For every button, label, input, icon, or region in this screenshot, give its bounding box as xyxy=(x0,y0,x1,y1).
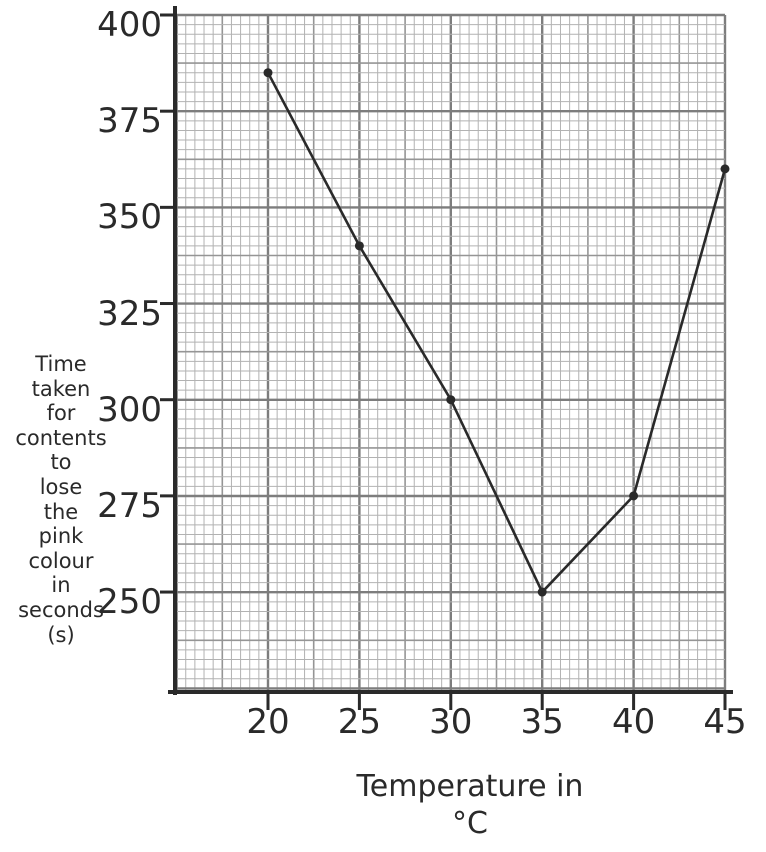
data-point xyxy=(354,241,364,251)
data-line xyxy=(266,72,727,595)
y-tick-label: 250 xyxy=(97,582,162,623)
data-point xyxy=(263,68,273,78)
x-axis-title: Temperature in °C xyxy=(290,768,650,842)
x-tick-label: 40 xyxy=(611,702,656,742)
y-axis-label-word: to xyxy=(50,450,72,475)
x-tick-label: 35 xyxy=(520,702,564,742)
y-axis-label-word: Time xyxy=(35,352,87,376)
y-axis-label-word: for xyxy=(46,401,76,426)
x-axis-title-line2: °C xyxy=(452,806,488,841)
y-tick-label: 375 xyxy=(97,101,162,142)
x-axis-title-line1: Temperature in xyxy=(356,769,584,804)
x-tick-label: 30 xyxy=(429,702,473,742)
y-axis-label-word: the xyxy=(43,499,79,524)
y-axis-label: Time taken for contents to lose the pink colour i… xyxy=(0,352,122,647)
y-tick-label: 350 xyxy=(97,197,162,238)
y-axis-label-word: colour xyxy=(28,548,94,573)
x-tick-label: 25 xyxy=(337,702,382,742)
y-axis-label-word: contents xyxy=(15,425,107,450)
y-axis-label-word: taken xyxy=(31,376,91,401)
data-point xyxy=(629,491,639,501)
data-point xyxy=(720,164,730,174)
y-tick-label: 275 xyxy=(97,485,162,526)
y-axis-label-word: lose xyxy=(39,474,83,499)
y-axis-label-word: seconds xyxy=(18,597,104,622)
x-tick-label: 45 xyxy=(703,702,747,742)
y-tick-label: 300 xyxy=(97,389,162,430)
data-point xyxy=(537,587,547,597)
y-axis-label-word: (s) xyxy=(47,622,75,647)
y-tick-label: 325 xyxy=(97,293,162,334)
y-axis-label-word: in xyxy=(51,573,71,598)
data-point xyxy=(446,395,456,405)
y-tick-label: 400 xyxy=(97,5,162,45)
y-axis-label-word: pink xyxy=(38,524,84,549)
x-tick-label: 20 xyxy=(246,702,290,742)
